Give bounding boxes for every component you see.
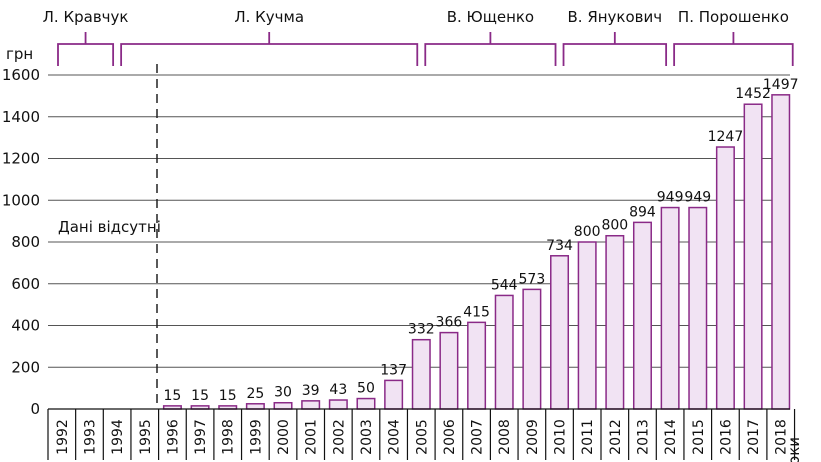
x-tick-label-2001: 2001 [304,419,320,455]
x-tick-label-2009: 2009 [525,419,541,455]
bar-2001 [301,400,321,410]
value-label-2017: 1452 [735,86,771,102]
value-label-2016: 1247 [708,129,744,145]
bar-2010 [550,255,570,410]
x-tick-label-2000: 2000 [276,419,292,455]
period-name: Л. Кравчук [43,8,129,26]
value-label-1997: 15 [191,388,209,404]
bar-2015 [688,206,708,410]
value-label-2002: 43 [329,382,347,398]
x-tick-label-2004: 2004 [387,419,403,455]
x-tick-label-2005: 2005 [414,419,430,455]
bar-2006 [439,331,459,410]
x-tick-label-2012: 2012 [608,419,624,455]
bar-1999 [245,403,265,410]
x-tick-label-2014: 2014 [663,419,679,455]
y-tick-label: 1000 [2,191,40,209]
x-axis: 1992 1993 1994 1995 1996 1997 1998 1999 2000 2001… [47,408,796,460]
value-label-2012: 800 [601,218,628,234]
bar-2016 [715,146,735,410]
bar-2005 [411,338,431,410]
grid-lines [48,74,790,368]
x-tick-label-1994: 1994 [110,419,126,455]
x-tick-label-2013: 2013 [635,419,651,455]
y-tick-labels: 0 200 400 600 800 1000 1200 1400 1600 [2,66,40,418]
x-tick-label-2008: 2008 [497,419,513,455]
period-bracket [562,32,668,66]
value-label-2004: 137 [380,362,407,378]
x-tick-label-2003: 2003 [359,419,375,455]
x-tick-label-2011: 2011 [580,419,596,455]
x-tick-label-1995: 1995 [138,419,154,455]
period-name: Л. Кучма [234,8,304,26]
x-tick-label-2017: 2017 [746,419,762,455]
bar-2000 [273,401,293,410]
value-label-2001: 39 [302,383,320,399]
value-label-2008: 544 [491,277,518,293]
period-name: П. Порошенко [678,8,789,26]
x-tick-label-1992: 1992 [55,419,71,455]
bar-2017 [743,103,763,410]
x-tick-label-2002: 2002 [331,419,347,455]
no-data-label: Дані відсутні [58,218,161,236]
value-label-2011: 800 [574,224,601,240]
y-tick-label: 1200 [2,150,40,168]
y-tick-label: 1600 [2,66,40,84]
x-tick-label-2018: 2018 [774,419,790,455]
y-tick-label: 0 [30,400,40,418]
x-axis-label: Роки [785,437,803,462]
x-tick-label-2006: 2006 [442,419,458,455]
x-tick-label-1999: 1999 [248,419,264,455]
bar-2014 [660,206,680,410]
bar-2012 [605,234,625,410]
x-tick-label-1997: 1997 [193,419,209,455]
y-axis-label: грн [6,45,33,63]
value-label-2018: 1497 [763,77,799,93]
value-label-1999: 25 [246,386,264,402]
period-name: В. Янукович [568,8,663,26]
value-label-2009: 573 [519,271,546,287]
value-label-2006: 366 [436,315,463,331]
value-label-2014: 949 [657,190,684,206]
x-tick-label-2016: 2016 [718,419,734,455]
bar-2008 [494,294,514,410]
x-tick-label-1998: 1998 [221,419,237,455]
x-tick-label-1993: 1993 [82,419,98,455]
value-label-2000: 30 [274,385,292,401]
bar-2018 [771,94,791,410]
value-label-1998: 15 [219,388,237,404]
x-tick-label-2015: 2015 [691,419,707,455]
period-bracket [57,32,115,66]
y-tick-label: 200 [11,358,40,376]
period-brackets: Л. Кравчук Л. Кучма В. Ющенко В. Янукович П.… [43,8,794,66]
value-label-2010: 734 [546,238,573,254]
y-tick-label: 400 [11,317,40,335]
bar-2003 [356,397,376,410]
period-bracket [424,32,557,66]
value-label-2005: 332 [408,322,435,338]
bar-2007 [467,321,487,410]
y-tick-label: 800 [11,233,40,251]
value-label-2007: 415 [463,304,490,320]
y-tick-label: 1400 [2,108,40,126]
bar-2004 [384,379,404,410]
bar-2011 [577,241,597,410]
x-tick-label-2010: 2010 [553,419,569,455]
value-label-2013: 894 [629,204,656,220]
x-tick-label-2007: 2007 [470,419,486,455]
period-name: В. Ющенко [447,8,534,26]
value-label-2015: 949 [684,190,711,206]
y-tick-label: 600 [11,275,40,293]
bar-2009 [522,288,542,410]
x-tick-label-1996: 1996 [165,419,181,455]
value-label-1996: 15 [164,388,182,404]
bar-2013 [632,221,652,410]
value-label-2003: 50 [357,381,375,397]
period-bracket [673,32,794,66]
bar-2002 [328,399,348,410]
period-bracket [120,32,419,66]
